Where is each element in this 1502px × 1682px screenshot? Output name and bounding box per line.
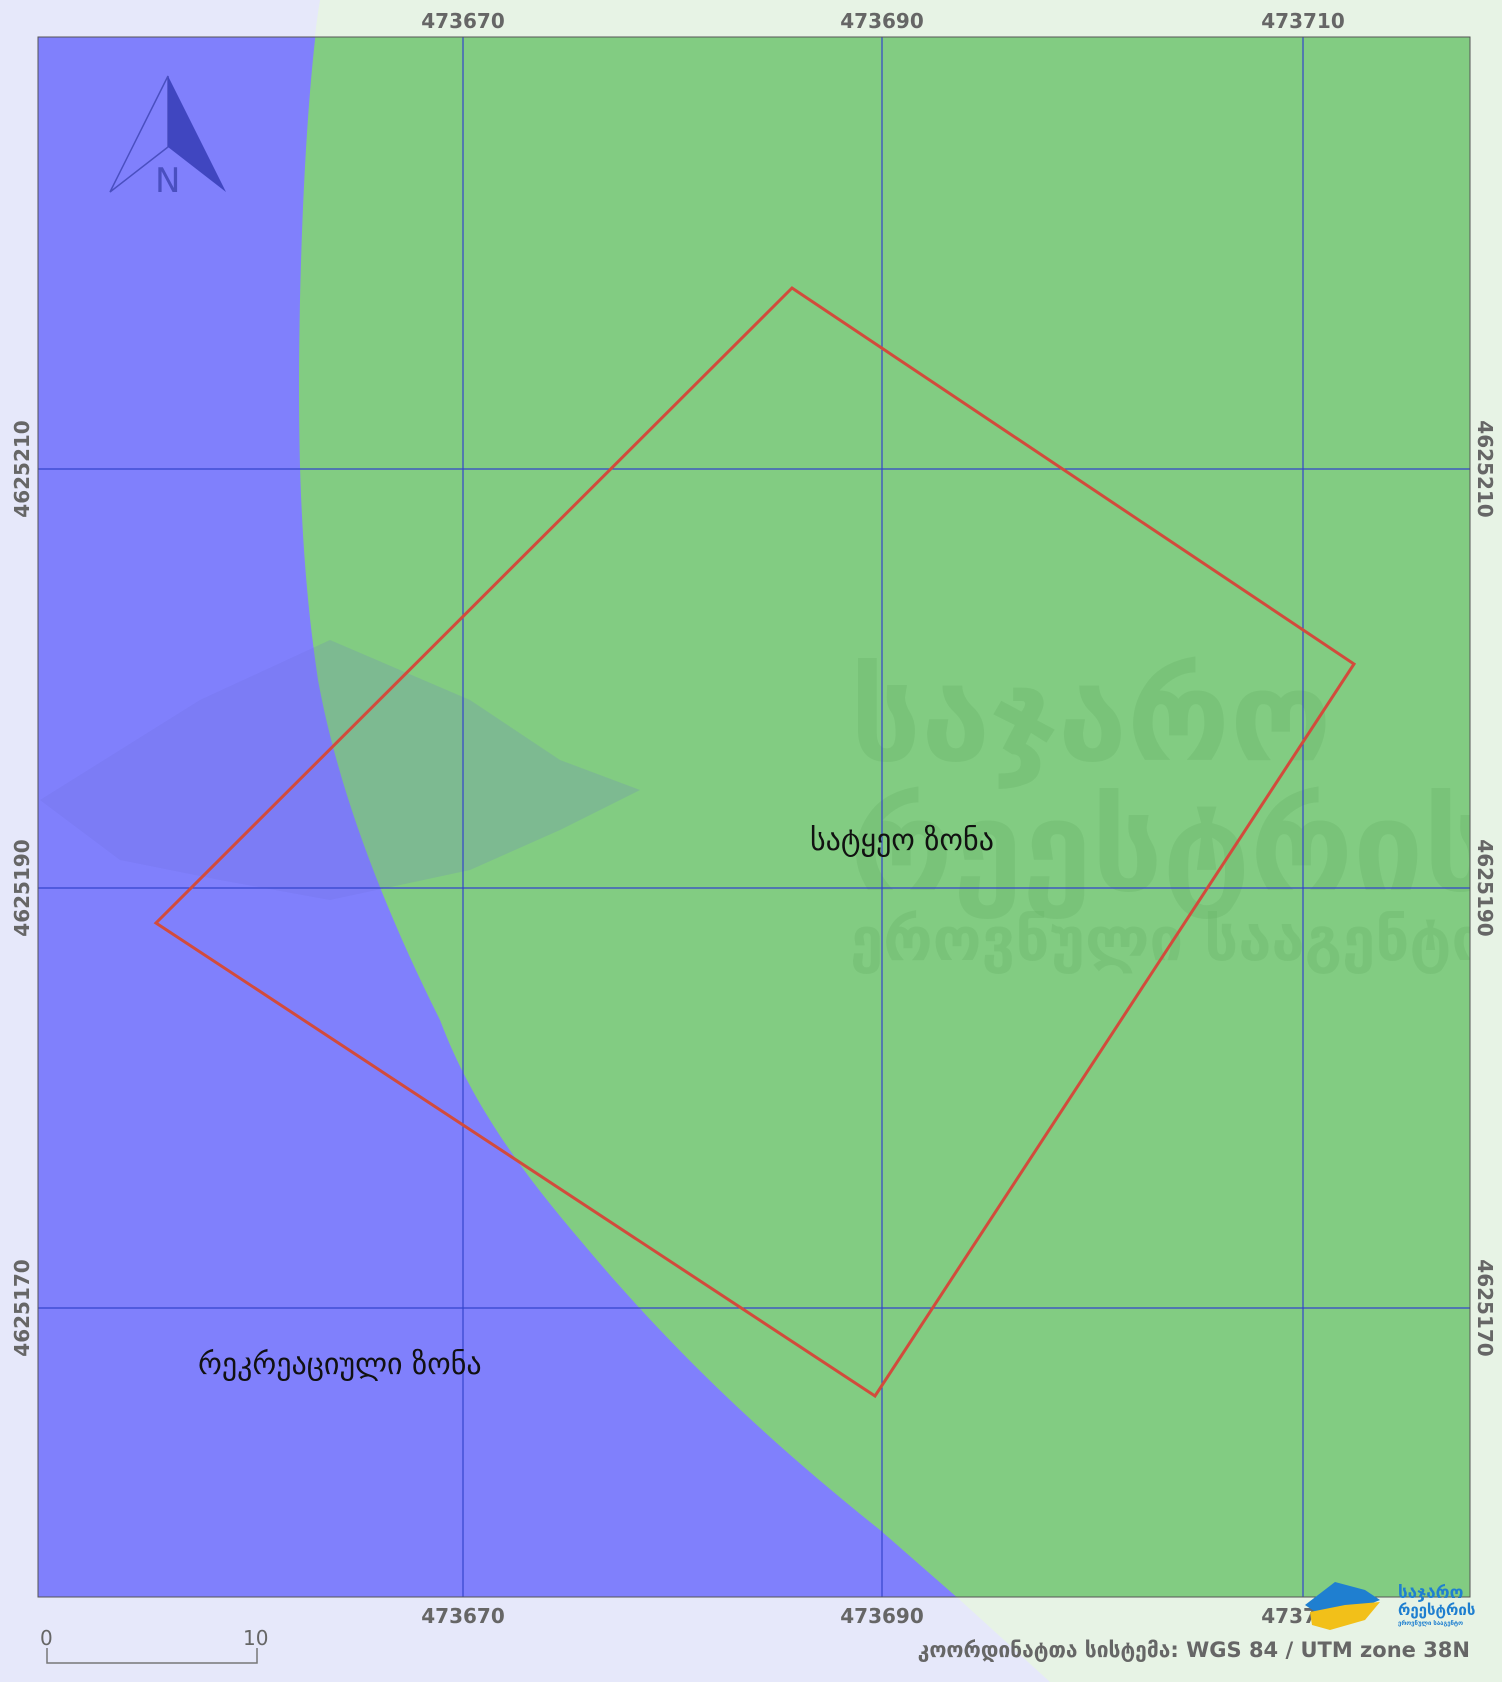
x-label-top-473670: 473670 xyxy=(421,9,505,33)
north-arrow-label: N xyxy=(155,161,180,201)
agency-logo: საჯარო რეესტრის ეროვნული სააგენტო xyxy=(1305,1582,1475,1630)
logo-text-line-2: რეესტრის xyxy=(1398,1601,1475,1619)
recreation-zone-label: რეკრეაციული ზონა xyxy=(198,1347,482,1382)
watermark-line-3: ეროვნული სააგენტო xyxy=(850,905,1500,975)
forest-zone-area[interactable] xyxy=(298,0,1502,1682)
y-label-left-4625170: 4625170 xyxy=(10,1259,34,1356)
x-label-bottom-473670: 473670 xyxy=(421,1604,505,1628)
y-label-right-4625210: 4625210 xyxy=(1473,420,1497,517)
scale-bar: 0 10 xyxy=(40,1626,268,1664)
logo-text-line-1: საჯარო xyxy=(1398,1583,1464,1603)
coordinate-grid xyxy=(38,37,1470,1597)
parcel-outline[interactable] xyxy=(153,286,1357,1399)
y-label-left-4625210: 4625210 xyxy=(10,420,34,517)
watermark-line-1: საჯარო xyxy=(850,645,1332,790)
forest-zone-label: სატყეო ზონა xyxy=(810,823,994,858)
scale-bar-start-label: 0 xyxy=(40,1626,53,1650)
watermark-line-2: რეესტრის xyxy=(850,775,1495,920)
coordinate-system-note: კოორდინატთა სისტემა: WGS 84 / UTM zone 3… xyxy=(918,1638,1470,1662)
scale-bar-end-label: 10 xyxy=(243,1626,268,1650)
map-border xyxy=(37,36,1471,1598)
logo-yellow-shape xyxy=(1310,1602,1380,1630)
logo-text-line-3: ეროვნული სააგენტო xyxy=(1398,1620,1463,1627)
y-label-right-4625190: 4625190 xyxy=(1473,839,1497,936)
x-label-bottom-473690: 473690 xyxy=(840,1604,924,1628)
north-arrow-icon: N xyxy=(109,75,226,201)
watermark: საჯარო რეესტრის ეროვნული სააგენტო xyxy=(40,640,1500,975)
x-label-top-473690: 473690 xyxy=(840,9,924,33)
y-label-right-4625170: 4625170 xyxy=(1473,1259,1497,1356)
x-label-top-473710: 473710 xyxy=(1261,9,1345,33)
y-label-left-4625190: 4625190 xyxy=(10,839,34,936)
watermark-logo-shape xyxy=(40,640,640,900)
